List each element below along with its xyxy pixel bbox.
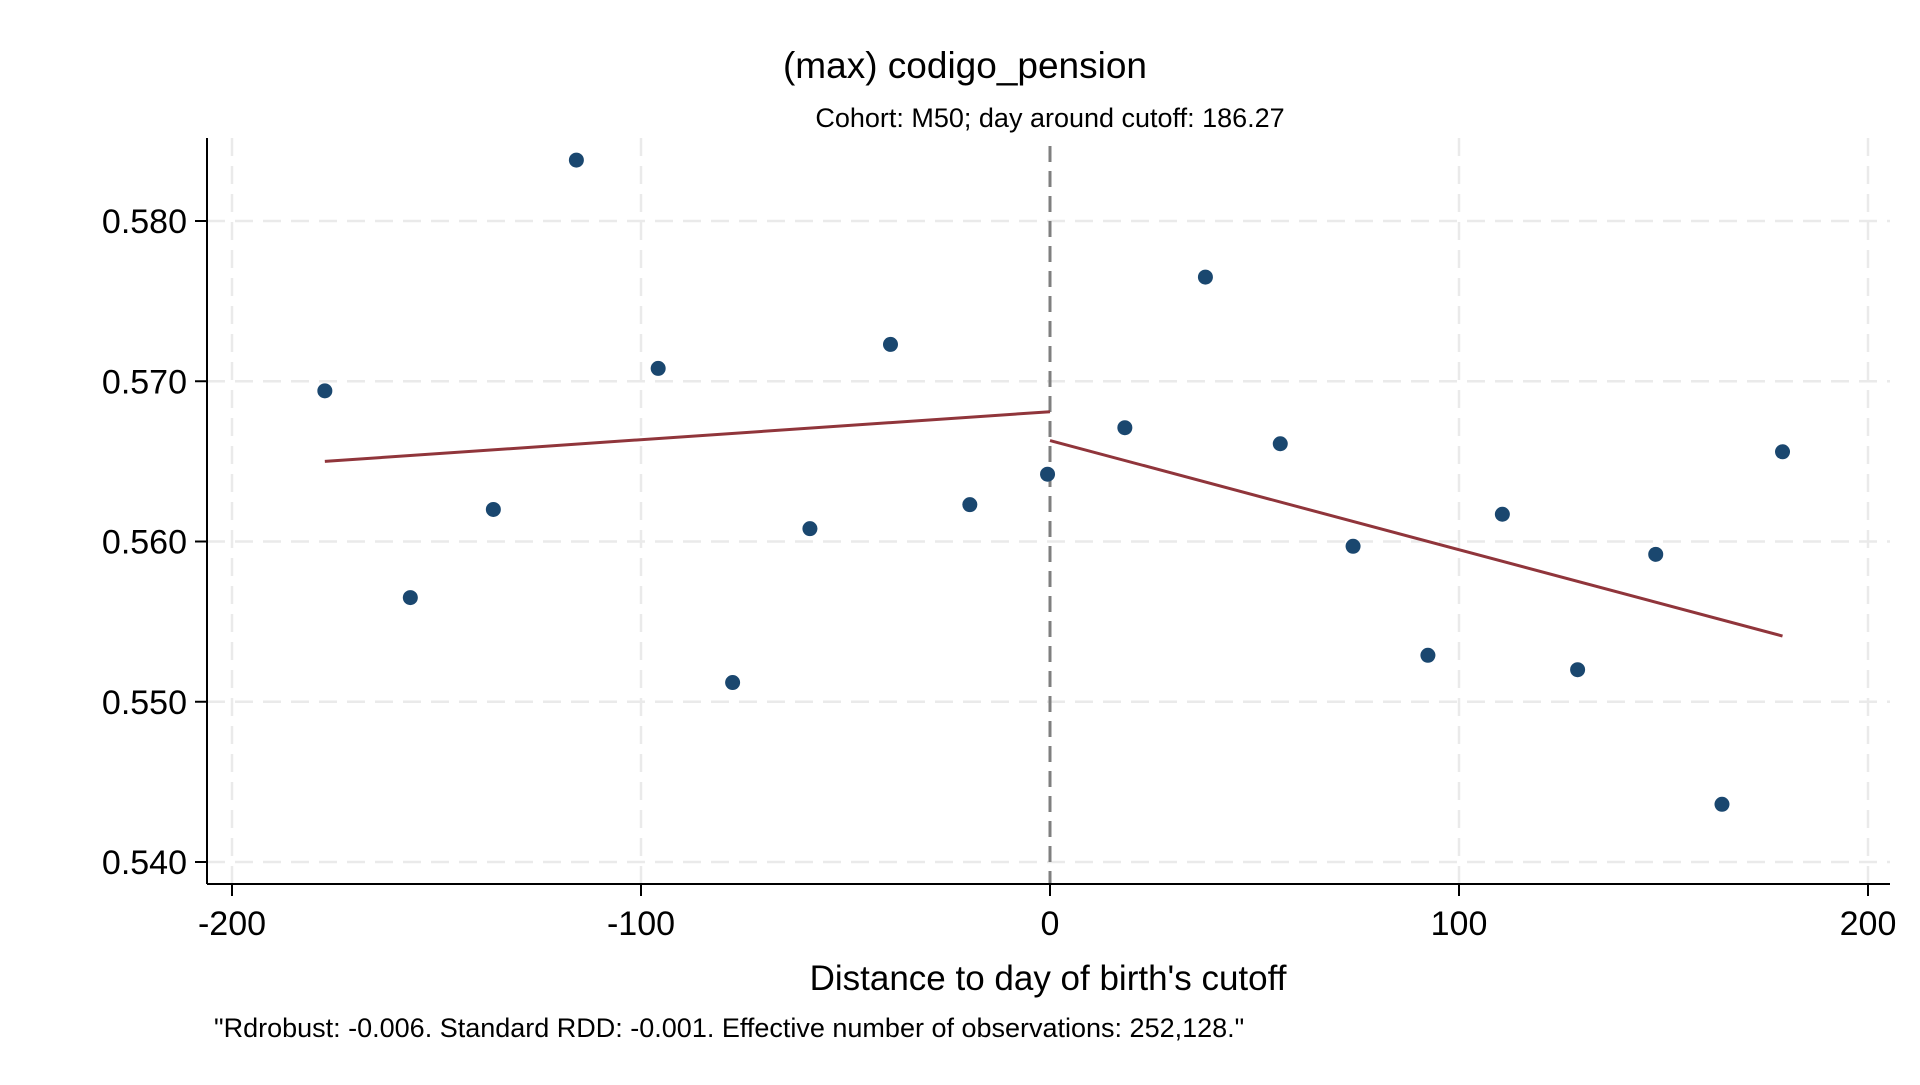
chart-title: (max) codigo_pension — [783, 45, 1147, 86]
data-point — [1714, 796, 1730, 812]
data-point — [1040, 466, 1056, 482]
data-point — [1648, 546, 1664, 562]
data-point — [568, 152, 584, 168]
data-point — [1420, 647, 1436, 663]
data-point — [1570, 662, 1586, 678]
chart-note: "Rdrobust: -0.006. Standard RDD: -0.001.… — [214, 1013, 1244, 1043]
data-point — [650, 360, 666, 376]
data-point — [1117, 420, 1133, 436]
data-point — [1775, 444, 1791, 460]
x-tick-label: 100 — [1431, 905, 1488, 943]
x-axis-label: Distance to day of birth's cutoff — [810, 959, 1287, 998]
x-tick-label: -200 — [198, 905, 266, 943]
data-point — [1197, 269, 1213, 285]
y-tick-label: 0.560 — [102, 524, 187, 562]
x-tick-label: 200 — [1840, 905, 1897, 943]
data-point — [317, 383, 333, 399]
fit-lines — [324, 410, 1783, 638]
data-points — [317, 152, 1791, 812]
y-tick-label: 0.540 — [102, 844, 187, 882]
data-point — [402, 590, 418, 606]
data-point — [962, 497, 978, 513]
y-tick-label: 0.550 — [102, 684, 187, 722]
fit-line-left — [324, 410, 1051, 463]
y-tick-label: 0.570 — [102, 363, 187, 401]
data-point — [1494, 506, 1510, 522]
chart-subtitle: Cohort: M50; day around cutoff: 186.27 — [815, 103, 1284, 133]
data-point — [882, 336, 898, 352]
axes: 0.540 0.550 0.560 0.570 0.580 -200 -100 0 100 200 — [102, 138, 1896, 943]
data-point — [725, 675, 741, 691]
data-point — [1272, 436, 1288, 452]
fit-line-right — [1049, 439, 1783, 638]
data-point — [1345, 538, 1361, 554]
x-tick-label: -100 — [607, 905, 675, 943]
x-tick-label: 0 — [1041, 905, 1060, 943]
data-point — [802, 521, 818, 537]
y-tick-label: 0.580 — [102, 203, 187, 241]
data-point — [485, 501, 501, 517]
